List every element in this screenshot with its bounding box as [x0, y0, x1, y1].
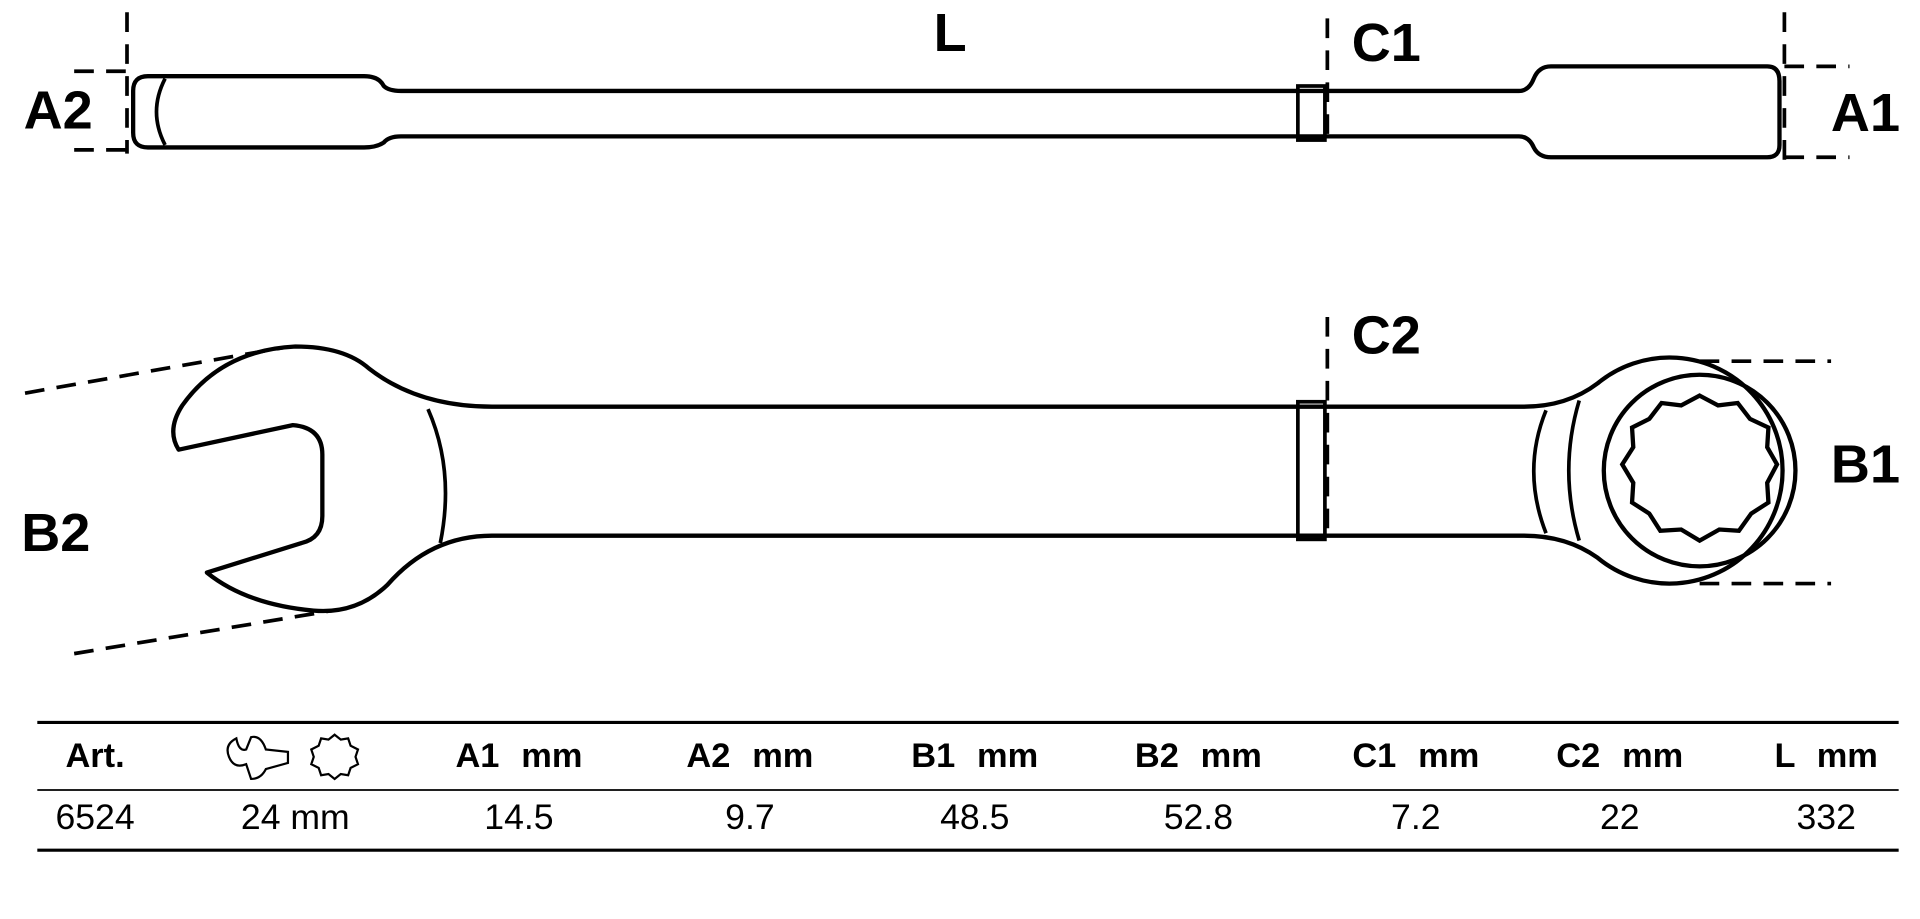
table-cell: 22 [1600, 797, 1640, 837]
side-view [130, 64, 1782, 160]
table-cell: 48.5 [940, 797, 1009, 837]
table-cell: 9.7 [725, 797, 775, 837]
front-view [171, 344, 1798, 614]
dim-label: A2 [24, 81, 93, 141]
table-cell: 14.5 [484, 797, 553, 837]
table-header: C1 mm [1352, 737, 1479, 775]
dim-label: B1 [1831, 434, 1900, 494]
dim-label: A1 [1831, 83, 1900, 143]
dim-label: L [934, 3, 967, 63]
table-cell: 7.2 [1391, 797, 1441, 837]
table-cell: 52.8 [1164, 797, 1233, 837]
spec-table: Art. A1 mm A2 mm B1 mm B2 mm C1 mm C2 mm L mm 6… [37, 720, 1899, 852]
table-header: C2 mm [1556, 737, 1683, 775]
table-cell: 6524 [55, 797, 134, 837]
wrench-icon [226, 733, 360, 781]
dim-label: C2 [1352, 305, 1421, 365]
table-header: B2 mm [1135, 737, 1262, 775]
table-cell: 24 mm [241, 797, 350, 837]
table-header: Art. [65, 737, 124, 775]
dim-label: C1 [1352, 13, 1421, 73]
table-header: B1 mm [911, 737, 1038, 775]
dimension-lines [24, 12, 1850, 656]
table-header: A1 mm [455, 737, 582, 775]
dim-label: B2 [21, 503, 90, 563]
table-cell: 332 [1796, 797, 1855, 837]
table-header: A2 mm [686, 737, 813, 775]
table-header: L mm [1774, 737, 1877, 775]
